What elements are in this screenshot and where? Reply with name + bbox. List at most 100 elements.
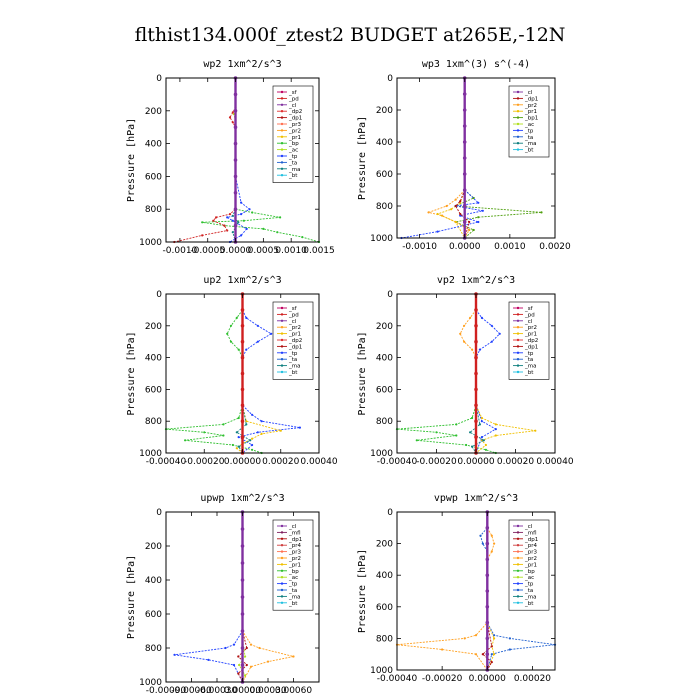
legend-label: _cl <box>288 524 297 530</box>
legend: _cl_dp1_pr2_pr1_bp1_ac_tp_ta_ma_bt <box>508 85 550 158</box>
y-tick-label: 400 <box>376 138 393 148</box>
data-point <box>256 324 259 327</box>
legend-marker <box>280 142 284 145</box>
y-tick-label: 200 <box>376 106 393 116</box>
legend-marker <box>280 544 284 547</box>
data-point <box>226 216 229 219</box>
y-tick-label: 0 <box>156 290 162 300</box>
data-point <box>240 544 245 548</box>
y-tick-label: 400 <box>145 576 162 586</box>
legend-label: _sf <box>524 306 534 312</box>
y-axis-label: Pressure [hPa] <box>357 116 368 200</box>
y-tick-label: 800 <box>145 205 162 215</box>
legend-label: _pr3 <box>288 550 302 556</box>
data-point <box>490 661 493 664</box>
legend-label: _bt <box>288 370 298 376</box>
y-axis-label: Pressure [hPa] <box>357 331 368 415</box>
data-point <box>455 434 458 437</box>
legend-marker <box>516 563 520 566</box>
data-point <box>258 646 261 650</box>
legend-label: _pr2 <box>288 325 301 331</box>
legend-marker <box>516 601 520 604</box>
legend-marker <box>516 306 520 310</box>
subplot-title: wp2 1xm^2/s^3 <box>203 59 281 70</box>
y-tick-label: 1000 <box>370 449 393 459</box>
data-point <box>235 431 238 434</box>
y-tick-label: 0 <box>156 508 162 518</box>
y-tick-label: 600 <box>145 385 162 395</box>
series-tp <box>226 76 251 244</box>
legend-marker <box>516 313 520 316</box>
data-point <box>240 308 245 312</box>
data-point <box>480 316 483 319</box>
data-point <box>240 612 245 616</box>
y-tick-label: 600 <box>145 610 162 620</box>
data-point <box>245 663 248 667</box>
x-tick-label: -0.00020 <box>416 457 457 467</box>
data-point <box>240 435 245 439</box>
x-tick-label: 0.0015 <box>303 246 335 256</box>
data-point <box>474 634 478 637</box>
legend-label: _cl <box>288 319 297 325</box>
data-point <box>485 620 490 625</box>
y-tick-label: 400 <box>376 354 393 364</box>
legend-marker <box>280 90 284 94</box>
legend-marker <box>280 116 284 119</box>
x-tick-label: 0.00040 <box>300 457 337 467</box>
data-point <box>480 436 483 439</box>
legend-marker <box>280 588 284 592</box>
data-point <box>494 428 497 431</box>
legend-label: _bt <box>524 370 534 376</box>
data-point <box>251 443 254 447</box>
data-point <box>462 204 467 208</box>
x-tick-label: 0.0000 <box>220 246 252 256</box>
data-point <box>474 387 478 392</box>
y-tick-label: 800 <box>145 417 162 427</box>
x-tick-label: 0.00000 <box>457 457 494 467</box>
data-point <box>463 324 466 327</box>
legend-marker <box>516 129 520 132</box>
subplot-title: up2 1xm^2/s^3 <box>203 275 281 286</box>
data-point <box>540 211 543 214</box>
x-tick-label: -0.00060 <box>171 686 212 696</box>
data-point <box>490 550 493 553</box>
data-point <box>270 332 273 335</box>
series-cl <box>233 76 238 244</box>
legend-marker <box>280 122 284 126</box>
data-point <box>231 111 234 114</box>
data-point <box>237 348 240 351</box>
data-point <box>462 108 467 112</box>
data-point <box>229 340 233 343</box>
legend-marker <box>280 531 284 534</box>
data-point <box>482 439 485 442</box>
data-point <box>485 605 490 609</box>
series-line <box>486 512 495 671</box>
x-tick-label: 0.00000 <box>469 674 506 684</box>
legend-marker <box>280 582 284 585</box>
x-tick-label: -0.00040 <box>377 457 418 467</box>
data-point <box>279 429 282 432</box>
legend-marker <box>280 569 284 572</box>
x-tick-label: -0.00040 <box>377 674 418 684</box>
data-point <box>262 227 265 230</box>
legend-marker <box>280 103 284 107</box>
data-point <box>494 434 497 437</box>
legend-marker <box>516 550 520 553</box>
legend-label: _dp2 <box>288 338 302 344</box>
legend-label: _ta <box>524 357 533 363</box>
subplot-2: wp3 1xm^(3) s^(-4) Pressure [hPa] -0.0010 0… <box>357 59 571 252</box>
data-point <box>469 316 472 319</box>
y-tick-label: 1000 <box>370 234 393 244</box>
legend-marker <box>516 582 520 585</box>
legend-label: _pr4 <box>524 543 538 549</box>
plot-frame <box>396 511 556 671</box>
data-point <box>237 436 240 439</box>
data-point <box>240 646 245 650</box>
data-point <box>292 655 295 658</box>
data-point <box>249 665 253 668</box>
data-point <box>441 648 444 651</box>
x-tick-label: -0.00030 <box>197 686 238 696</box>
legend-marker <box>516 103 520 107</box>
legend-label: _ta <box>524 588 533 594</box>
legend-marker <box>516 588 520 592</box>
